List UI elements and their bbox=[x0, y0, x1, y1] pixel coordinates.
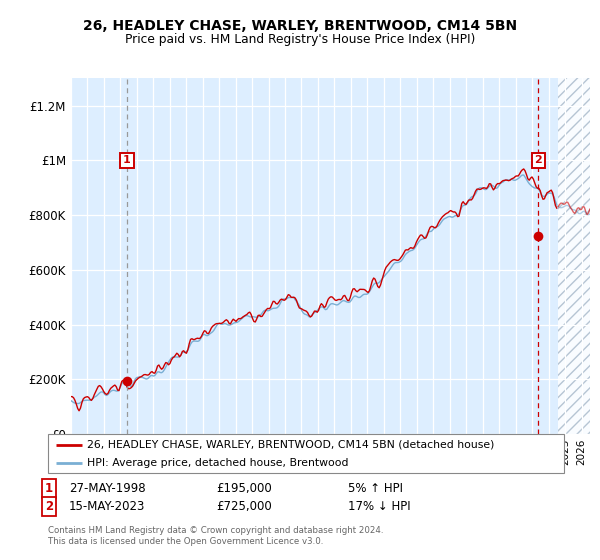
Text: 2: 2 bbox=[535, 156, 542, 165]
Text: 15-MAY-2023: 15-MAY-2023 bbox=[69, 500, 145, 514]
Text: HPI: Average price, detached house, Brentwood: HPI: Average price, detached house, Bren… bbox=[86, 458, 348, 468]
Text: £195,000: £195,000 bbox=[216, 482, 272, 495]
Text: 1: 1 bbox=[123, 156, 131, 165]
Text: 5% ↑ HPI: 5% ↑ HPI bbox=[348, 482, 403, 495]
Text: Contains HM Land Registry data © Crown copyright and database right 2024.
This d: Contains HM Land Registry data © Crown c… bbox=[48, 526, 383, 546]
Text: 27-MAY-1998: 27-MAY-1998 bbox=[69, 482, 146, 495]
FancyBboxPatch shape bbox=[48, 434, 564, 473]
Text: 17% ↓ HPI: 17% ↓ HPI bbox=[348, 500, 410, 514]
Text: £725,000: £725,000 bbox=[216, 500, 272, 514]
Text: 26, HEADLEY CHASE, WARLEY, BRENTWOOD, CM14 5BN (detached house): 26, HEADLEY CHASE, WARLEY, BRENTWOOD, CM… bbox=[86, 440, 494, 450]
Text: Price paid vs. HM Land Registry's House Price Index (HPI): Price paid vs. HM Land Registry's House … bbox=[125, 32, 475, 46]
Text: 26, HEADLEY CHASE, WARLEY, BRENTWOOD, CM14 5BN: 26, HEADLEY CHASE, WARLEY, BRENTWOOD, CM… bbox=[83, 18, 517, 32]
Text: 2: 2 bbox=[45, 500, 53, 514]
Text: 1: 1 bbox=[45, 482, 53, 495]
